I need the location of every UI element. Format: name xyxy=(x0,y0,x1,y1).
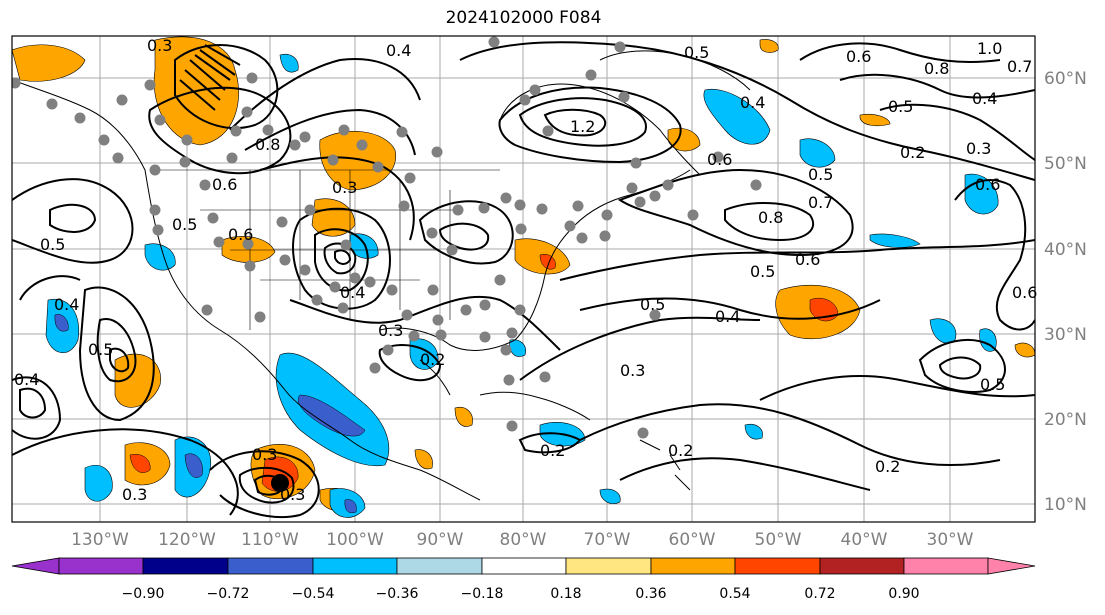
contour-label: 0.6 xyxy=(228,225,253,244)
colorbar-segment xyxy=(58,557,144,575)
contour-label: 0.6 xyxy=(212,175,237,194)
colorbar-tick: 0.72 xyxy=(804,586,835,602)
lon-label: 30°W xyxy=(927,530,974,550)
lat-label: 30°N xyxy=(1044,325,1087,345)
contour-label: 0.2 xyxy=(420,350,445,369)
lat-label: 50°N xyxy=(1044,154,1087,174)
colorbar-tick: 0.90 xyxy=(888,586,919,602)
lat-label: 10°N xyxy=(1044,495,1087,515)
latitude-labels: 60°N 50°N 40°N 30°N 20°N 10°N xyxy=(1044,69,1087,515)
contour-label: 0.7 xyxy=(1007,57,1032,76)
contour-label: 0.4 xyxy=(715,307,740,326)
contour-label: 0.3 xyxy=(332,178,357,197)
contour-label: 0.3 xyxy=(620,361,645,380)
colorbar-ticks: −0.90 −0.72 −0.54 −0.36 −0.18 0.18 0.36 … xyxy=(122,586,920,602)
colorbar-segment xyxy=(481,557,567,575)
contour-label: 0.3 xyxy=(378,321,403,340)
colorbar-segment xyxy=(650,557,736,575)
lon-label: 120°W xyxy=(158,530,216,550)
contour-label: 0.2 xyxy=(900,143,925,162)
contour-label: 0.4 xyxy=(386,41,411,60)
cyclone-center xyxy=(271,474,289,492)
colorbar-tick: −0.90 xyxy=(122,586,165,602)
map-title: 2024102000 F084 xyxy=(445,8,602,28)
contour-label: 0.5 xyxy=(640,295,665,314)
colorbar-tick: −0.18 xyxy=(461,586,504,602)
map-frame xyxy=(11,35,1036,523)
colorbar-tick: 0.36 xyxy=(635,586,666,602)
lat-label: 40°N xyxy=(1044,240,1087,260)
contour-label-group: 0.3 0.4 0.5 1.0 0.8 0.7 0.6 1.2 0.5 0.4 … xyxy=(14,36,1037,504)
lon-label: 80°W xyxy=(500,530,547,550)
lon-label: 110°W xyxy=(241,530,299,550)
contour-label: 0.2 xyxy=(875,457,900,476)
colorbar-segment xyxy=(987,557,1036,575)
lon-label: 60°W xyxy=(669,530,716,550)
contour-label: 0.4 xyxy=(14,370,39,389)
colorbar xyxy=(11,557,1036,575)
colorbar-tick: −0.54 xyxy=(292,586,335,602)
contour-label: 0.6 xyxy=(846,47,871,66)
lon-label: 50°W xyxy=(755,530,802,550)
contour-label: 0.7 xyxy=(808,193,833,212)
contour-label: 0.6 xyxy=(707,150,732,169)
contour-label: 0.3 xyxy=(147,36,172,55)
contour-label: 0.8 xyxy=(255,135,280,154)
lon-label: 90°W xyxy=(417,530,464,550)
contour-label: 0.6 xyxy=(1012,283,1037,302)
contour-label: 0.5 xyxy=(172,215,197,234)
colorbar-tick: −0.72 xyxy=(207,586,250,602)
contour-label: 0.2 xyxy=(668,441,693,460)
contour-label: 0.3 xyxy=(280,485,305,504)
colorbar-segment xyxy=(142,557,229,575)
station-markers xyxy=(12,36,762,439)
lon-label: 70°W xyxy=(584,530,631,550)
colorbar-segment xyxy=(312,557,398,575)
contour-label: 0.5 xyxy=(88,340,113,359)
colorbar-segment xyxy=(903,557,989,575)
colorbar-segment xyxy=(734,557,821,575)
colorbar-segment xyxy=(227,557,314,575)
strong-negative-shading xyxy=(54,314,366,514)
contour-label: 0.8 xyxy=(924,59,949,78)
contour-label: 0.2 xyxy=(540,441,565,460)
lon-label: 40°W xyxy=(841,530,888,550)
contour-label: 0.5 xyxy=(750,262,775,281)
contour-label: 0.3 xyxy=(966,139,991,158)
contour-label: 0.3 xyxy=(252,445,277,464)
lon-label: 130°W xyxy=(71,530,129,550)
contour-label: 0.4 xyxy=(740,93,765,112)
lat-label: 20°N xyxy=(1044,410,1087,430)
contour-label: 0.5 xyxy=(808,165,833,184)
colorbar-tick: −0.36 xyxy=(376,586,419,602)
contour-label: 0.5 xyxy=(684,43,709,62)
contour-label: 1.0 xyxy=(977,39,1002,58)
contour-label: 1.2 xyxy=(570,117,595,136)
contour-label: 0.4 xyxy=(54,295,79,314)
contour-label: 0.4 xyxy=(340,283,365,302)
contour-label: 0.5 xyxy=(980,375,1005,394)
colorbar-segment xyxy=(11,557,60,575)
lat-label: 60°N xyxy=(1044,69,1087,89)
contour-label: 0.3 xyxy=(122,485,147,504)
longitude-labels: 130°W 120°W 110°W 100°W 90°W 80°W 70°W 6… xyxy=(71,530,974,550)
colorbar-tick: 0.54 xyxy=(719,586,750,602)
contour-label: 0.6 xyxy=(975,175,1000,194)
contour-lines xyxy=(12,41,1035,519)
contour-label: 0.4 xyxy=(972,89,997,108)
contour-label: 0.5 xyxy=(40,235,65,254)
colorbar-segment xyxy=(819,557,905,575)
contour-label: 0.8 xyxy=(758,208,783,227)
contour-label: 0.6 xyxy=(795,250,820,269)
contour-label: 0.5 xyxy=(888,97,913,116)
colorbar-tick: 0.18 xyxy=(550,586,581,602)
lon-label: 100°W xyxy=(326,530,384,550)
colorbar-segment xyxy=(396,557,483,575)
colorbar-segment xyxy=(565,557,652,575)
